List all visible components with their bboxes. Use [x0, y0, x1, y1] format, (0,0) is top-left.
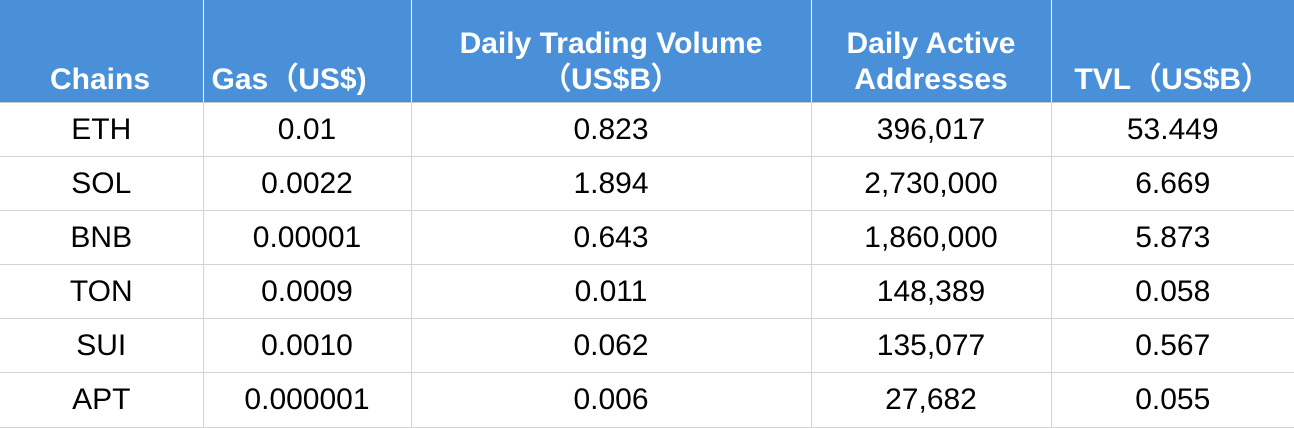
- header-daily-active-addresses-line1: Daily Active: [846, 27, 1016, 60]
- header-gas: Gas（US$): [203, 0, 412, 103]
- header-daily-trading-volume-line2: （US$B）: [540, 63, 682, 96]
- table-row: TON 0.0009 0.011 148,389 0.058: [0, 264, 1294, 319]
- cell-daily-trading-volume: 1.894: [411, 156, 812, 211]
- cell-daily-trading-volume: 0.011: [411, 264, 812, 319]
- cell-gas: 0.0010: [203, 318, 412, 373]
- cell-chain: SUI: [0, 318, 204, 373]
- cell-tvl: 0.567: [1051, 318, 1294, 373]
- cell-chain: SOL: [0, 156, 204, 211]
- cell-daily-trading-volume: 0.823: [411, 102, 812, 157]
- cell-chain: ETH: [0, 102, 204, 157]
- cell-tvl: 0.058: [1051, 264, 1294, 319]
- cell-gas: 0.0022: [203, 156, 412, 211]
- cell-daily-active-addresses: 1,860,000: [811, 210, 1052, 265]
- header-tvl-label: TVL（US$B）: [1074, 63, 1272, 96]
- header-tvl: TVL（US$B）: [1051, 0, 1294, 103]
- table-body: ETH 0.01 0.823 396,017 53.449 SOL 0.0022…: [0, 102, 1294, 428]
- cell-daily-active-addresses: 27,682: [811, 372, 1052, 428]
- cell-daily-active-addresses: 148,389: [811, 264, 1052, 319]
- cell-daily-trading-volume: 0.006: [411, 372, 812, 428]
- table-row: APT 0.000001 0.006 27,682 0.055: [0, 372, 1294, 428]
- cell-daily-trading-volume: 0.062: [411, 318, 812, 373]
- cell-daily-active-addresses: 2,730,000: [811, 156, 1052, 211]
- cell-gas: 0.000001: [203, 372, 412, 428]
- header-row: Chains Gas（US$) Daily Trading Volume （US…: [0, 0, 1294, 103]
- cell-daily-active-addresses: 396,017: [811, 102, 1052, 157]
- cell-gas: 0.00001: [203, 210, 412, 265]
- header-daily-trading-volume-line1: Daily Trading Volume: [459, 27, 763, 60]
- cell-daily-active-addresses: 135,077: [811, 318, 1052, 373]
- cell-daily-trading-volume: 0.643: [411, 210, 812, 265]
- cell-gas: 0.0009: [203, 264, 412, 319]
- header-daily-trading-volume: Daily Trading Volume （US$B）: [411, 0, 812, 103]
- table-row: ETH 0.01 0.823 396,017 53.449: [0, 102, 1294, 157]
- table-row: BNB 0.00001 0.643 1,860,000 5.873: [0, 210, 1294, 265]
- cell-tvl: 0.055: [1051, 372, 1294, 428]
- header-daily-active-addresses-line2: Addresses: [854, 63, 1008, 96]
- header-gas-label: Gas（US$): [211, 63, 367, 96]
- table-header: Chains Gas（US$) Daily Trading Volume （US…: [0, 0, 1294, 103]
- cell-chain: APT: [0, 372, 204, 428]
- cell-chain: TON: [0, 264, 204, 319]
- header-chains: Chains: [0, 0, 204, 103]
- table-row: SUI 0.0010 0.062 135,077 0.567: [0, 318, 1294, 373]
- cell-tvl: 53.449: [1051, 102, 1294, 157]
- table-row: SOL 0.0022 1.894 2,730,000 6.669: [0, 156, 1294, 211]
- cell-chain: BNB: [0, 210, 204, 265]
- header-chains-label: Chains: [50, 63, 151, 96]
- cell-tvl: 5.873: [1051, 210, 1294, 265]
- cell-tvl: 6.669: [1051, 156, 1294, 211]
- cell-gas: 0.01: [203, 102, 412, 157]
- header-daily-active-addresses: Daily Active Addresses: [811, 0, 1052, 103]
